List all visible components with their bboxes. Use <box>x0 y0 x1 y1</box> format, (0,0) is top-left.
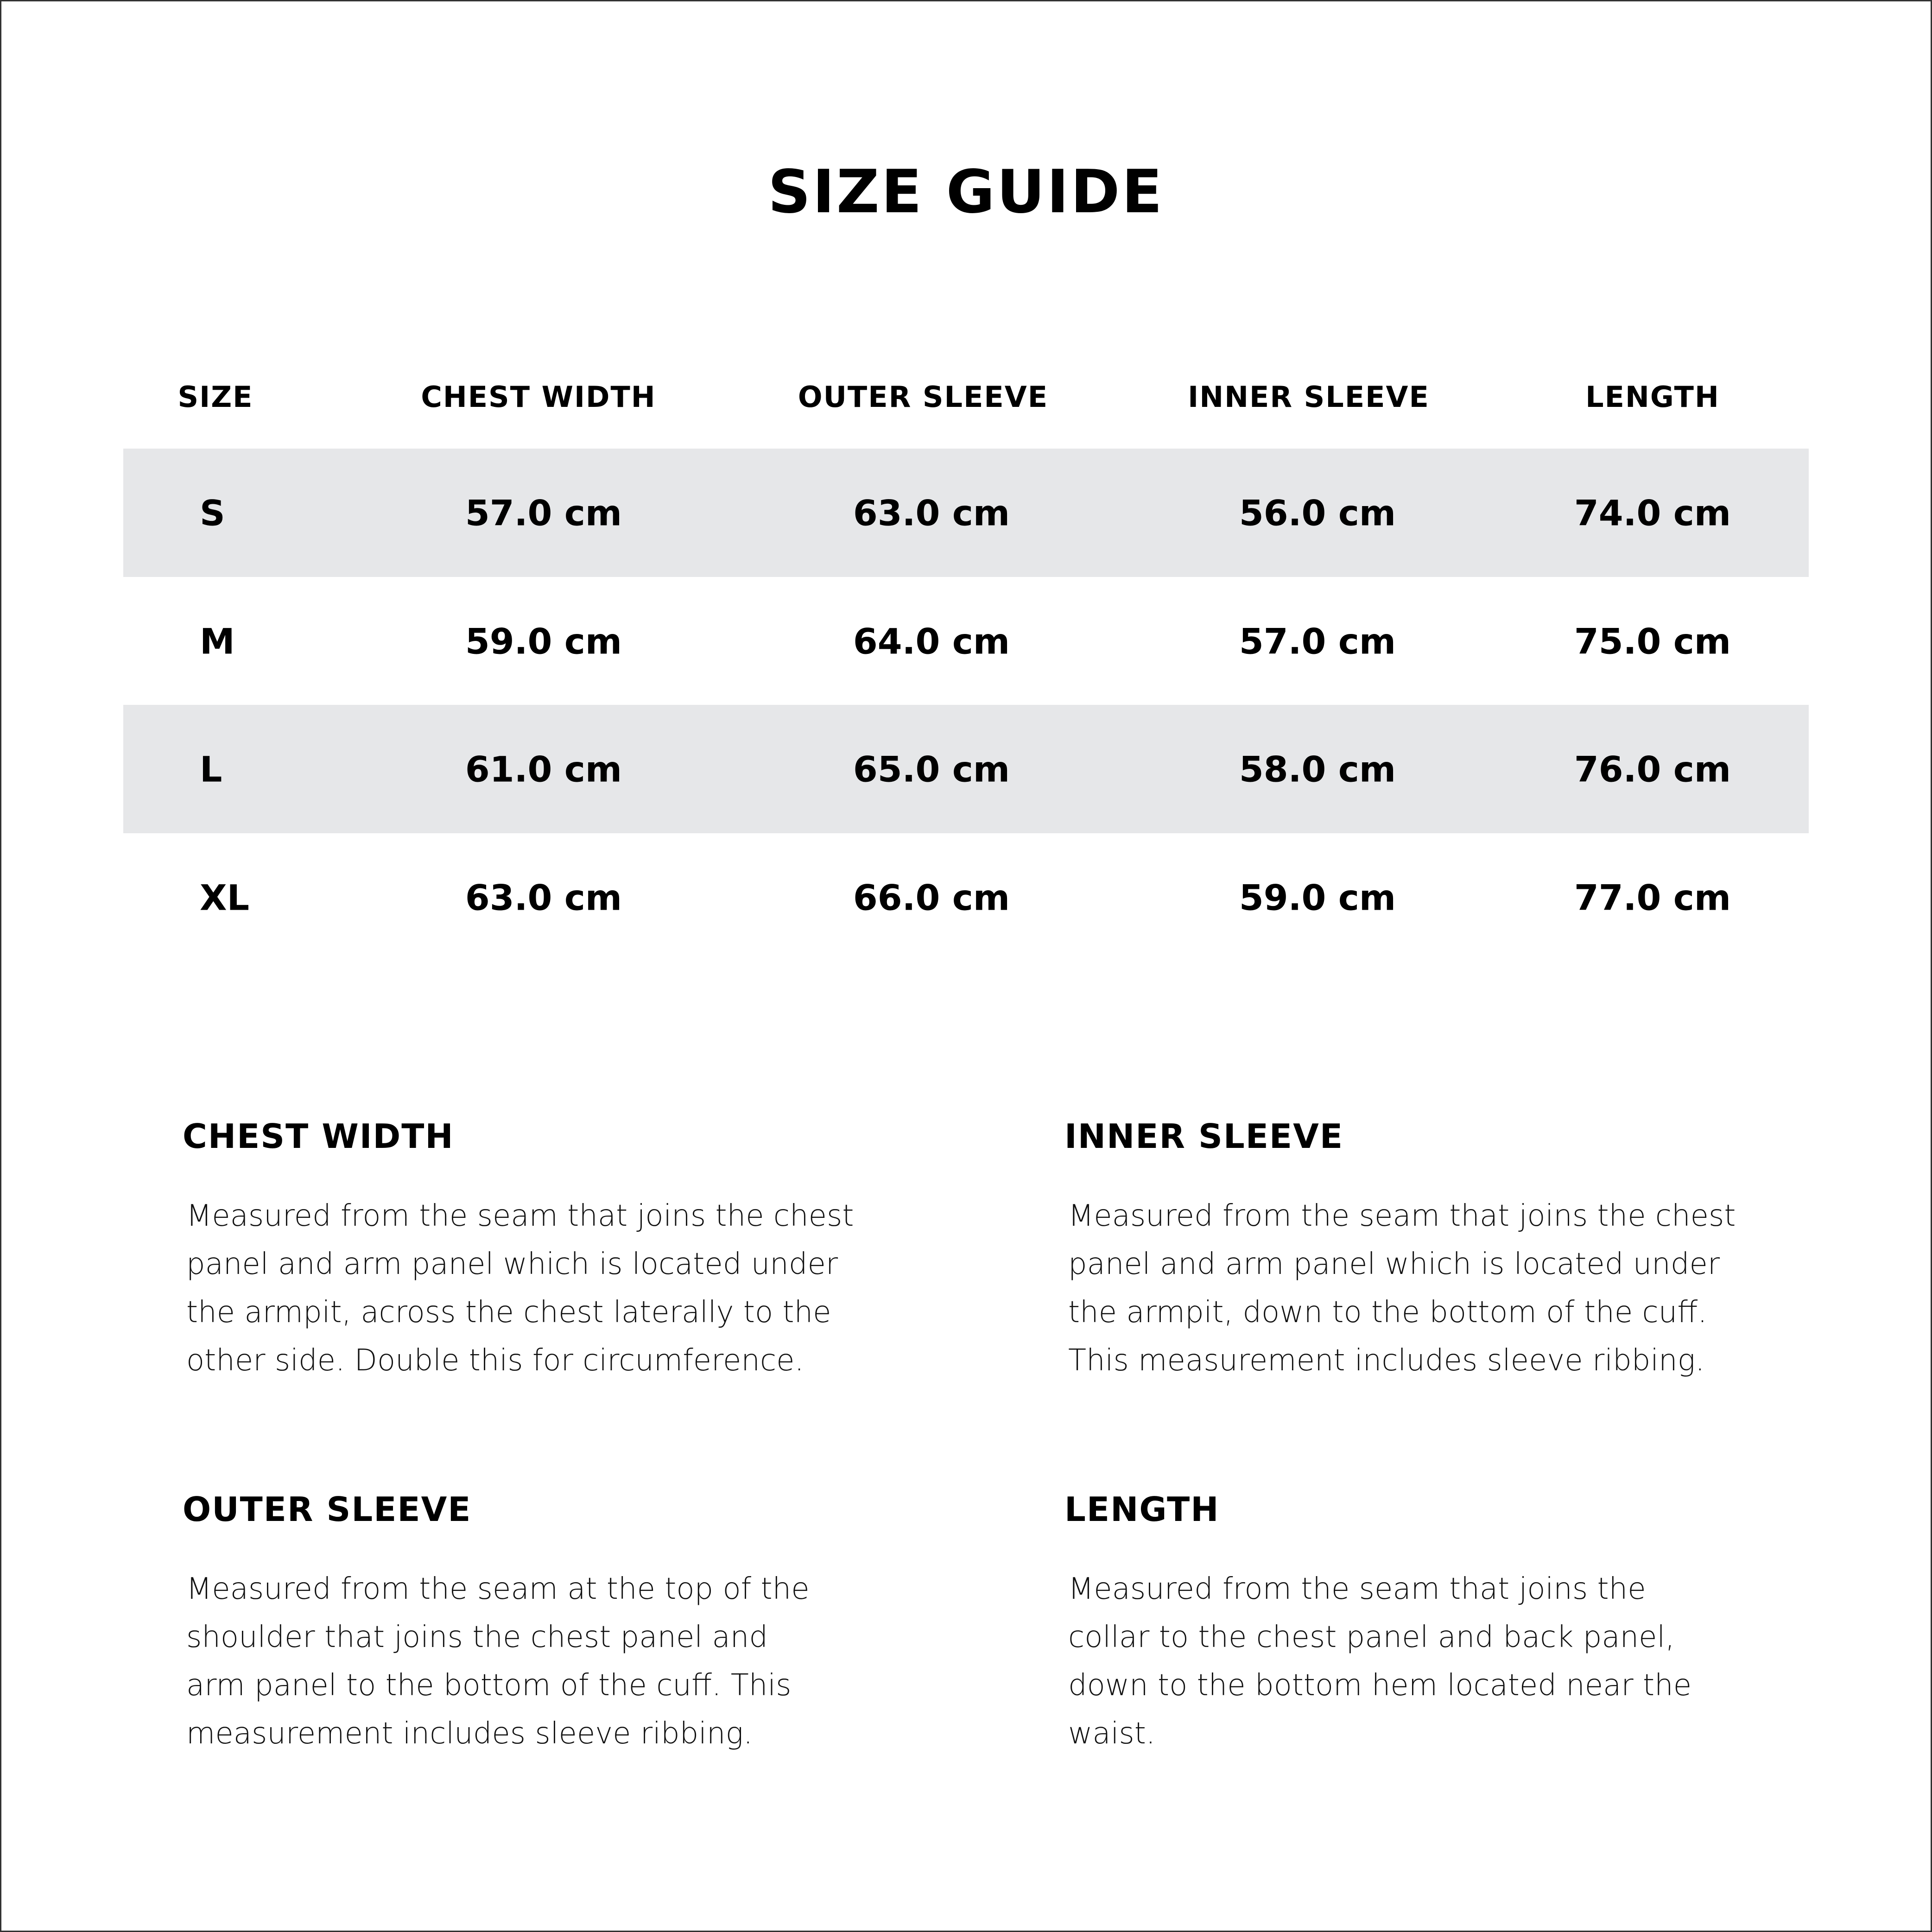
header-size: SIZE <box>177 380 253 414</box>
table-cell: 57.0 cm <box>1239 621 1396 662</box>
table-cell: 74.0 cm <box>1574 492 1731 533</box>
table-cell: 77.0 cm <box>1574 877 1731 918</box>
table-cell: M <box>200 621 235 662</box>
table-cell: 57.0 cm <box>465 492 622 533</box>
header-outer-sleeve: OUTER SLEEVE <box>798 380 1049 414</box>
section-length: LENGTH Measured from the seam that joins… <box>1064 1490 1806 1758</box>
table-cell: 63.0 cm <box>853 492 1010 533</box>
section-outer-sleeve: OUTER SLEEVE Measured from the seam at t… <box>183 1490 924 1758</box>
table-cell: 63.0 cm <box>465 877 622 918</box>
section-body: Measured from the seam that joins the ch… <box>186 1199 854 1378</box>
table-row: M 59.0 cm 64.0 cm 57.0 cm 75.0 cm <box>123 577 1809 705</box>
section-heading: OUTER SLEEVE <box>183 1490 472 1529</box>
table-cell: 59.0 cm <box>465 621 622 662</box>
header-inner-sleeve: INNER SLEEVE <box>1188 380 1430 414</box>
section-heading: CHEST WIDTH <box>183 1117 454 1156</box>
section-inner-sleeve: INNER SLEEVE Measured from the seam that… <box>1064 1117 1806 1385</box>
table-cell: 61.0 cm <box>465 748 622 790</box>
table-cell: 56.0 cm <box>1239 492 1396 533</box>
section-heading: INNER SLEEVE <box>1064 1117 1344 1156</box>
table-row: S 57.0 cm 63.0 cm 56.0 cm 74.0 cm <box>123 449 1809 577</box>
table-cell: 58.0 cm <box>1239 748 1396 790</box>
section-body: Measured from the seam that joins the ch… <box>1068 1199 1736 1378</box>
section-heading: LENGTH <box>1064 1490 1220 1529</box>
table-row: XL 63.0 cm 66.0 cm 59.0 cm 77.0 cm <box>123 833 1809 962</box>
header-length: LENGTH <box>1585 380 1720 414</box>
section-body: Measured from the seam that joins the co… <box>1068 1572 1692 1751</box>
table-cell: 59.0 cm <box>1239 877 1396 918</box>
table-row: L 61.0 cm 65.0 cm 58.0 cm 76.0 cm <box>123 705 1809 833</box>
table-cell: 64.0 cm <box>853 621 1010 662</box>
section-chest-width: CHEST WIDTH Measured from the seam that … <box>183 1117 924 1385</box>
table-cell: 75.0 cm <box>1574 621 1731 662</box>
table-cell: 66.0 cm <box>853 877 1010 918</box>
table-cell: XL <box>200 877 250 918</box>
section-body: Measured from the seam at the top of the… <box>186 1572 810 1751</box>
table-cell: S <box>200 492 225 533</box>
table-cell: 76.0 cm <box>1574 748 1731 790</box>
table-cell: 65.0 cm <box>853 748 1010 790</box>
table-cell: L <box>200 748 222 790</box>
page-title: SIZE GUIDE <box>768 158 1164 227</box>
header-chest-width: CHEST WIDTH <box>421 380 656 414</box>
